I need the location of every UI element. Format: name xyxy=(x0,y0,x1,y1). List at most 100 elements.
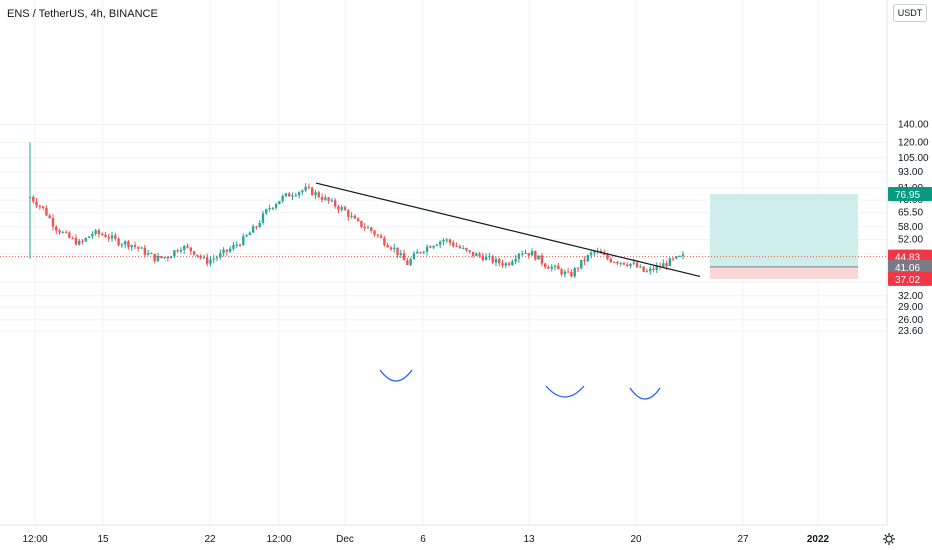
candle-body xyxy=(209,259,212,264)
price-tick-label: 105.00 xyxy=(898,153,929,164)
price-label-stop-loss xyxy=(888,271,932,286)
candle-body xyxy=(242,236,245,246)
price-tick-label: 52.00 xyxy=(898,234,923,245)
time-tick-label: 22 xyxy=(204,534,216,545)
candle-body xyxy=(376,234,380,236)
candle-body xyxy=(609,258,613,262)
pattern-arc xyxy=(545,385,585,398)
candle-body xyxy=(350,215,353,217)
candle-body xyxy=(507,263,511,266)
candle-body xyxy=(311,187,314,196)
price-tick-label: 140.00 xyxy=(898,119,929,130)
candle-body xyxy=(671,258,675,260)
candle-body xyxy=(248,232,252,235)
candle-body xyxy=(484,256,488,260)
candle-body xyxy=(639,266,642,268)
candle-body xyxy=(81,240,84,242)
candle-body xyxy=(294,195,297,197)
candle-body xyxy=(603,253,606,255)
candle-body xyxy=(465,247,468,251)
price-label-text: 41.06 xyxy=(895,263,920,274)
candle-body xyxy=(238,244,242,246)
candle-body xyxy=(258,222,261,227)
candle-body xyxy=(97,230,101,235)
candle-body xyxy=(550,266,553,269)
time-tick-label: 12:00 xyxy=(266,534,291,545)
candle-body xyxy=(412,253,416,260)
candle-body xyxy=(314,192,317,196)
candle-body xyxy=(71,237,74,239)
candle-body xyxy=(156,256,160,262)
candle-body xyxy=(491,256,494,263)
price-tick-label: 26.00 xyxy=(898,315,923,326)
candle-body xyxy=(632,262,635,264)
candle-body xyxy=(251,226,255,233)
candle-body xyxy=(297,192,301,196)
candle-body xyxy=(291,195,294,197)
price-tick-label: 93.00 xyxy=(898,167,923,178)
candle-body xyxy=(38,205,42,207)
time-axis: 12:00 15 22 12:00 Dec 6 13 20 27 2022 xyxy=(22,534,829,545)
candle-body xyxy=(645,271,649,273)
candle-body xyxy=(186,246,189,248)
candle-body xyxy=(117,238,120,246)
candle-body xyxy=(471,251,475,256)
candle-body xyxy=(35,201,38,206)
candle-body xyxy=(173,250,176,257)
candle-body xyxy=(626,264,629,266)
time-tick-label: 2022 xyxy=(807,534,830,545)
candle-body xyxy=(662,263,665,267)
candle-body xyxy=(347,210,350,217)
candles xyxy=(28,142,685,278)
candle-body xyxy=(396,247,399,256)
candle-body xyxy=(114,235,117,239)
time-tick-label: 13 xyxy=(523,534,535,545)
candle-body xyxy=(481,255,485,260)
candle-body xyxy=(445,239,448,241)
candle-body xyxy=(586,255,590,262)
candle-body xyxy=(146,253,150,255)
candle-body xyxy=(153,253,156,262)
loss-zone xyxy=(710,266,858,279)
candle-body xyxy=(45,207,48,216)
candle-body xyxy=(612,261,616,263)
candle-body xyxy=(179,249,183,252)
candle-body xyxy=(288,193,291,197)
candle-body xyxy=(563,271,567,275)
candle-body xyxy=(593,251,596,253)
candle-body xyxy=(458,246,462,249)
candle-body xyxy=(48,215,51,219)
time-tick-label: 20 xyxy=(630,534,642,545)
candle-body xyxy=(678,255,681,257)
candle-body xyxy=(143,247,147,255)
settings-icon[interactable] xyxy=(882,532,896,546)
candle-body xyxy=(104,234,107,237)
candle-body xyxy=(547,267,550,269)
candle-body xyxy=(386,244,389,248)
candle-body xyxy=(268,208,271,210)
candle-body xyxy=(560,269,563,275)
pattern-arc xyxy=(629,387,661,400)
time-tick-label: 12:00 xyxy=(22,534,47,545)
candle-body xyxy=(255,226,258,228)
price-tick-label: 65.50 xyxy=(898,208,923,219)
currency-button[interactable]: USDT xyxy=(893,4,927,22)
candle-body xyxy=(301,190,304,193)
candle-body xyxy=(461,247,465,249)
candle-body xyxy=(580,259,583,269)
candle-body xyxy=(537,255,540,260)
price-label-entry xyxy=(888,259,932,274)
price-tick-label: 120.00 xyxy=(898,137,929,148)
candle-body xyxy=(337,206,340,210)
candle-body xyxy=(140,247,143,249)
candle-body xyxy=(540,255,544,264)
candle-body xyxy=(652,268,655,271)
candle-body xyxy=(527,253,530,256)
candle-body xyxy=(517,253,521,259)
candle-body xyxy=(84,237,87,242)
candle-body xyxy=(566,271,570,273)
candle-body xyxy=(383,237,386,245)
candle-body xyxy=(61,231,65,233)
candle-body xyxy=(557,265,560,270)
